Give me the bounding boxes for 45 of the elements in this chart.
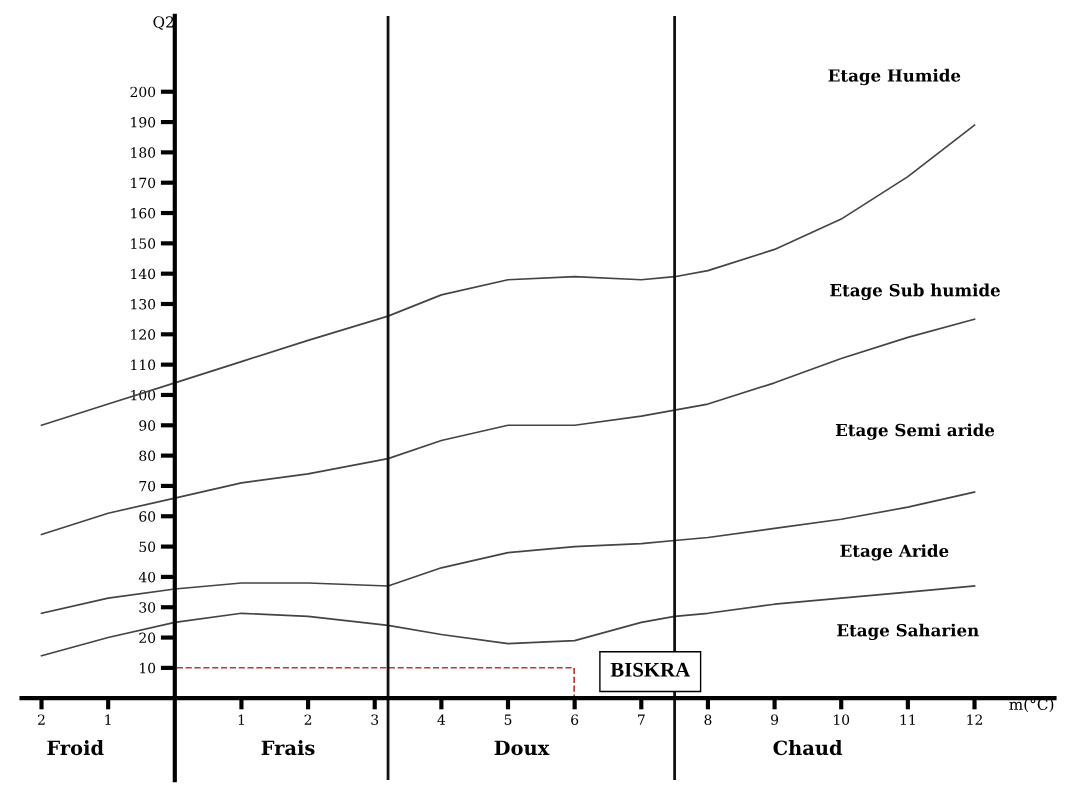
x-tick-label: 10 <box>834 714 850 725</box>
annotation: Froid <box>47 740 104 756</box>
annotation: Etage Aride <box>840 544 949 561</box>
x-tick-label: 1 <box>238 714 244 725</box>
x-tick-label: 1 <box>105 714 111 725</box>
x-tick-label: 8 <box>704 714 712 725</box>
y-tick-label: 160 <box>131 207 156 219</box>
y-tick-label: 20 <box>139 632 156 644</box>
x-tick-label: 6 <box>571 714 579 725</box>
x-tick-label: 2 <box>304 714 312 725</box>
line-series <box>40 491 976 615</box>
annotation: Chaud <box>773 740 843 756</box>
y-tick-label: 10 <box>140 662 156 674</box>
annotation: Etage Saharien <box>837 623 979 641</box>
x-tick-label: 12 <box>967 714 982 725</box>
y-tick-label: 120 <box>131 329 156 340</box>
annotation: Frais <box>261 740 315 756</box>
y-tick-label: 70 <box>139 480 156 492</box>
y-tick-label: 170 <box>131 177 156 189</box>
y-tick-label: 50 <box>139 541 156 553</box>
x-tick-label: 5 <box>504 714 512 725</box>
y-tick-label: 80 <box>139 450 156 462</box>
y-tick-label: 130 <box>131 298 156 310</box>
x-tick-label: 7 <box>638 714 645 725</box>
annotation: Doux <box>494 740 550 756</box>
y-tick-label: 190 <box>131 117 156 128</box>
y-axis-title: Q2 <box>153 16 174 30</box>
annotation: Etage Humide <box>828 68 961 86</box>
y-tick-label: 40 <box>138 571 156 583</box>
y-tick-label: 150 <box>131 238 156 249</box>
x-tick-label: 2 <box>38 714 45 725</box>
x-tick-label: 9 <box>771 714 779 725</box>
x-tick-label: 3 <box>371 714 379 725</box>
y-tick-label: 140 <box>131 268 156 280</box>
x-tick-label: 4 <box>437 714 446 725</box>
y-tick-label: 30 <box>139 602 156 613</box>
y-tick-label: 60 <box>139 511 156 522</box>
y-tick-label: 110 <box>131 359 156 371</box>
x-tick-label: 11 <box>900 714 915 725</box>
annotation: Etage Sub humide <box>830 283 1000 300</box>
y-tick-label: 90 <box>139 420 156 431</box>
annotation: Etage Semi aride <box>835 423 995 440</box>
y-tick-label: 180 <box>131 147 156 158</box>
y-tick-label: 200 <box>130 86 156 98</box>
annotation: BISKRA <box>610 662 691 677</box>
